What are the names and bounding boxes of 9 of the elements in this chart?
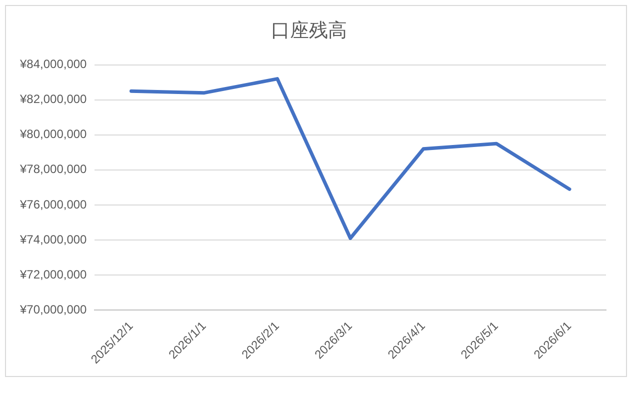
y-tick-label: ¥82,000,000 [19,92,88,106]
y-tick-label: ¥84,000,000 [19,57,88,72]
y-tick-label: ¥70,000,000 [19,302,88,316]
y-tick-label: ¥80,000,000 [19,127,88,142]
y-tick-label: ¥76,000,000 [19,197,88,212]
y-tick-label: ¥74,000,000 [19,232,88,246]
y-tick-label: ¥78,000,000 [19,162,88,176]
y-tick-label: ¥72,000,000 [19,267,88,282]
chart-title: 口座残高 [271,20,347,42]
